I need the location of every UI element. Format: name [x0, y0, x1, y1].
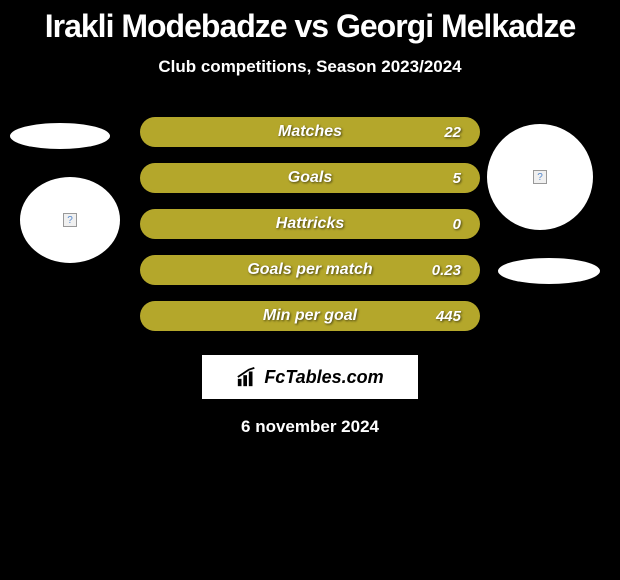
- avatar-placeholder-icon: ?: [63, 213, 77, 227]
- stat-right-value: 5: [453, 170, 461, 187]
- stat-inner: Goals per match 0.23: [143, 258, 477, 282]
- stat-label: Goals: [288, 169, 332, 187]
- stat-right-value: 0.23: [432, 262, 461, 279]
- decor-ellipse-top-left: [10, 123, 110, 149]
- stat-right-value: 22: [444, 124, 461, 141]
- brand-name: FcTables.com: [264, 367, 383, 388]
- stats-container: ? ? Matches 22 Goals 5 Hattricks 0 Goals…: [0, 117, 620, 337]
- decor-ellipse-bottom-right: [498, 258, 600, 284]
- player-avatar-right: ?: [487, 124, 593, 230]
- stat-right-value: 445: [436, 308, 461, 325]
- page-title: Irakli Modebadze vs Georgi Melkadze: [0, 0, 620, 45]
- stat-label: Goals per match: [247, 261, 372, 279]
- date-label: 6 november 2024: [0, 417, 620, 437]
- stat-row-matches: Matches 22: [140, 117, 480, 147]
- stat-inner: Matches 22: [143, 120, 477, 144]
- stat-inner: Min per goal 445: [143, 304, 477, 328]
- stat-label: Matches: [278, 123, 342, 141]
- brand-logo: FcTables.com: [236, 366, 383, 388]
- brand-logo-box: FcTables.com: [202, 355, 418, 399]
- player-avatar-left: ?: [20, 177, 120, 263]
- stat-row-goals-per-match: Goals per match 0.23: [140, 255, 480, 285]
- stat-row-min-per-goal: Min per goal 445: [140, 301, 480, 331]
- stat-row-hattricks: Hattricks 0: [140, 209, 480, 239]
- stat-inner: Goals 5: [143, 166, 477, 190]
- avatar-placeholder-icon: ?: [533, 170, 547, 184]
- stat-right-value: 0: [453, 216, 461, 233]
- chart-icon: [236, 366, 258, 388]
- stat-inner: Hattricks 0: [143, 212, 477, 236]
- page-subtitle: Club competitions, Season 2023/2024: [0, 57, 620, 77]
- stat-label: Min per goal: [263, 307, 357, 325]
- stat-row-goals: Goals 5: [140, 163, 480, 193]
- stat-label: Hattricks: [276, 215, 344, 233]
